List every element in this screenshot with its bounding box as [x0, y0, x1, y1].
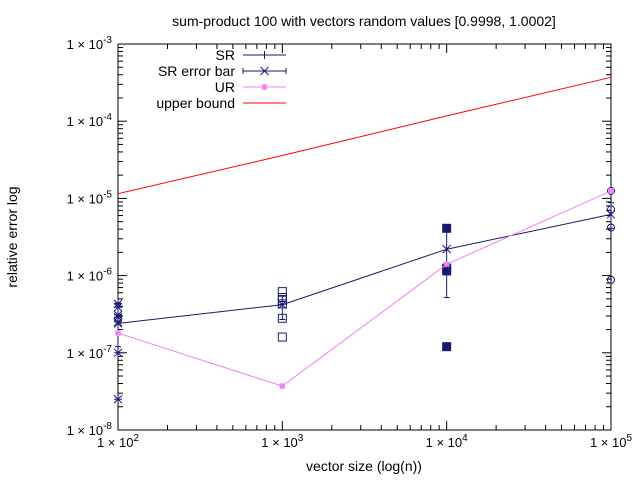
- legend-marker: [261, 83, 268, 91]
- data-point-sr-error-bar: [606, 210, 616, 219]
- legend-label: SR error bar: [158, 63, 235, 79]
- data-point-sr-error-bar: [113, 319, 123, 328]
- series-line-upper-bound: [117, 76, 612, 195]
- x-tick-label: 1 × 105: [590, 433, 633, 450]
- y-axis-label: relative error log: [4, 186, 20, 287]
- data-point-sr: [113, 348, 123, 358]
- data-point-sr: [277, 287, 287, 297]
- data-point-sr-error-bar: [277, 300, 287, 310]
- data-point-ur: [114, 330, 122, 337]
- y-tick-label: 1 × 10-4: [67, 112, 113, 129]
- legend-label: UR: [215, 79, 235, 95]
- y-tick-label: 1 × 10-3: [67, 35, 113, 52]
- series-line-sr-error-bar: [117, 213, 612, 324]
- legend-label: SR: [216, 47, 235, 63]
- x-tick-label: 1 × 102: [97, 433, 140, 450]
- data-point-sr: [607, 186, 615, 195]
- x-tick-label: 1 × 104: [426, 433, 469, 450]
- axis-ticks: 1 × 102 1 × 103 1 × 104 1 × 105 1 × 10-8 1 × …: [67, 35, 633, 450]
- legend-marker: [260, 51, 269, 59]
- y-tick-label: 1 × 10-8: [67, 421, 113, 438]
- data-point-sr: [607, 275, 615, 284]
- plot-area: [113, 76, 616, 404]
- data-point-sr: [277, 332, 287, 342]
- plot-frame: [117, 43, 612, 431]
- y-tick-label: 1 × 10-5: [67, 189, 113, 206]
- chart-title: sum-product 100 with vectors random valu…: [172, 13, 556, 29]
- x-tick-label: 1 × 103: [261, 433, 304, 450]
- series-line-ur: [117, 190, 612, 387]
- y-tick-label: 1 × 10-7: [67, 344, 113, 361]
- y-tick-label: 1 × 10-6: [67, 267, 113, 284]
- data-point-sr-error-bar: [442, 244, 452, 254]
- data-point-ur: [279, 383, 286, 390]
- x-axis-label: vector size (log(n)): [306, 458, 422, 474]
- data-point-ur: [607, 187, 615, 194]
- data-point-sr: [113, 394, 123, 404]
- legend-label: upper bound: [156, 95, 235, 111]
- data-point-sr: [442, 342, 452, 352]
- data-point-ur: [443, 261, 450, 268]
- legend-marker: [260, 66, 269, 76]
